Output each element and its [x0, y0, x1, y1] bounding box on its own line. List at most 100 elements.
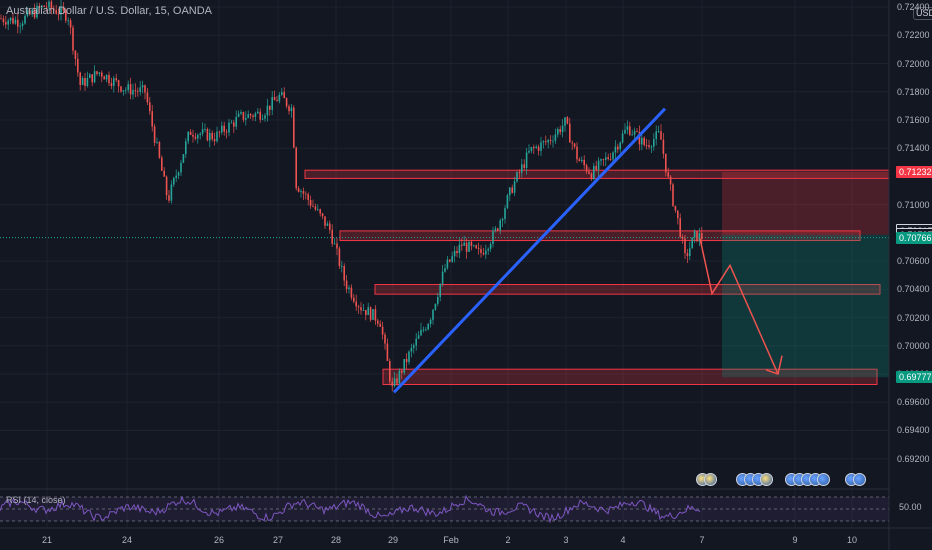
candle-body [211, 132, 213, 140]
candle-body [499, 220, 501, 231]
candle-body [655, 131, 657, 140]
candle-body [67, 20, 69, 22]
candle-body [278, 94, 281, 102]
candle-body [674, 205, 677, 211]
candle-body [657, 131, 660, 133]
candle-body [170, 184, 173, 201]
candle-body [549, 140, 552, 141]
rsi-pane [0, 494, 889, 524]
price-tag: 0.69777 [896, 371, 932, 384]
candle-body [187, 131, 189, 142]
sr-zone [382, 368, 878, 385]
price-tick-label: 0.71400 [897, 143, 930, 154]
candle-body [590, 173, 593, 180]
candle-body [638, 131, 641, 145]
candle-body [43, 5, 45, 7]
price-tick-label: 0.69200 [897, 453, 930, 464]
candle-body [29, 10, 31, 15]
candle-body [645, 145, 648, 146]
event-flag-icon[interactable] [853, 473, 866, 486]
candle-body [290, 107, 293, 112]
candle-body [504, 208, 506, 219]
candle-body [108, 74, 110, 84]
candle-body [600, 159, 602, 161]
event-flag-icon[interactable] [817, 473, 830, 486]
candle-body [300, 191, 302, 192]
candle-body [581, 159, 583, 162]
candle-body [429, 319, 432, 325]
candle-body [557, 129, 559, 135]
candle-body [576, 146, 578, 160]
candle-body [237, 113, 240, 117]
candle-body [521, 164, 523, 173]
candle-body [417, 335, 420, 339]
candle-body [218, 131, 221, 133]
candle-body [540, 142, 542, 151]
rsi-title[interactable]: RSI (14, close) [6, 495, 66, 505]
candle-body [81, 77, 84, 85]
event-flag-icon[interactable] [704, 473, 717, 486]
candle-body [374, 309, 377, 321]
candle-body [113, 78, 115, 86]
candle-body [650, 146, 653, 148]
candle-body [158, 142, 161, 158]
candle-body [17, 19, 19, 27]
candle-body [367, 307, 369, 316]
stop-loss-zone [722, 171, 889, 235]
date-tick-label: 27 [272, 535, 284, 545]
candle-body [482, 253, 485, 255]
candle-body [473, 245, 475, 247]
candle-body [444, 268, 446, 272]
candle-body [480, 248, 482, 254]
candle-body [525, 152, 528, 168]
candle-body [345, 280, 348, 290]
date-tick-label: 9 [792, 535, 798, 545]
candle-body [216, 131, 218, 142]
candle-body [465, 242, 468, 252]
candle-body [401, 370, 403, 373]
candle-body [564, 117, 566, 126]
candle-body [192, 134, 194, 137]
date-tick-label: 3 [563, 535, 569, 545]
candle-body [247, 114, 249, 118]
candle-body [641, 137, 643, 145]
candle-body [509, 187, 511, 196]
symbol-title[interactable]: Australian Dollar / U.S. Dollar, 15, OAN… [6, 5, 213, 17]
candle-body [93, 71, 96, 83]
candle-body [259, 111, 261, 120]
candle-body [357, 306, 360, 308]
candle-body [269, 105, 271, 110]
candle-body [456, 250, 458, 254]
candle-body [518, 172, 521, 173]
candle-body [62, 6, 65, 11]
candle-body [324, 216, 326, 226]
candle-body [146, 92, 149, 103]
price-tag: 0.70766 [896, 231, 932, 244]
currency-button[interactable]: USD [913, 7, 932, 20]
candle-body [235, 116, 237, 127]
event-flag-icon[interactable] [760, 473, 773, 486]
candle-body [254, 113, 257, 118]
candle-body [398, 370, 401, 384]
candle-body [2, 18, 5, 23]
candle-body [537, 146, 540, 151]
candle-body [684, 238, 686, 254]
candle-body [228, 122, 230, 133]
candle-body [449, 259, 451, 262]
candle-body [122, 90, 125, 92]
candle-body [597, 160, 600, 170]
candle-body [331, 229, 333, 244]
candle-body [168, 195, 170, 201]
candle-body [672, 184, 674, 206]
candle-body [7, 20, 9, 25]
candle-body [626, 126, 629, 130]
candle-body [182, 154, 185, 163]
candle-body [391, 381, 393, 386]
candle-body [12, 17, 14, 24]
candles-layer [0, 0, 703, 392]
candle-body [120, 86, 122, 92]
price-tick-label: 0.72000 [897, 58, 930, 69]
candle-body [209, 132, 211, 141]
candle-body [583, 159, 585, 166]
